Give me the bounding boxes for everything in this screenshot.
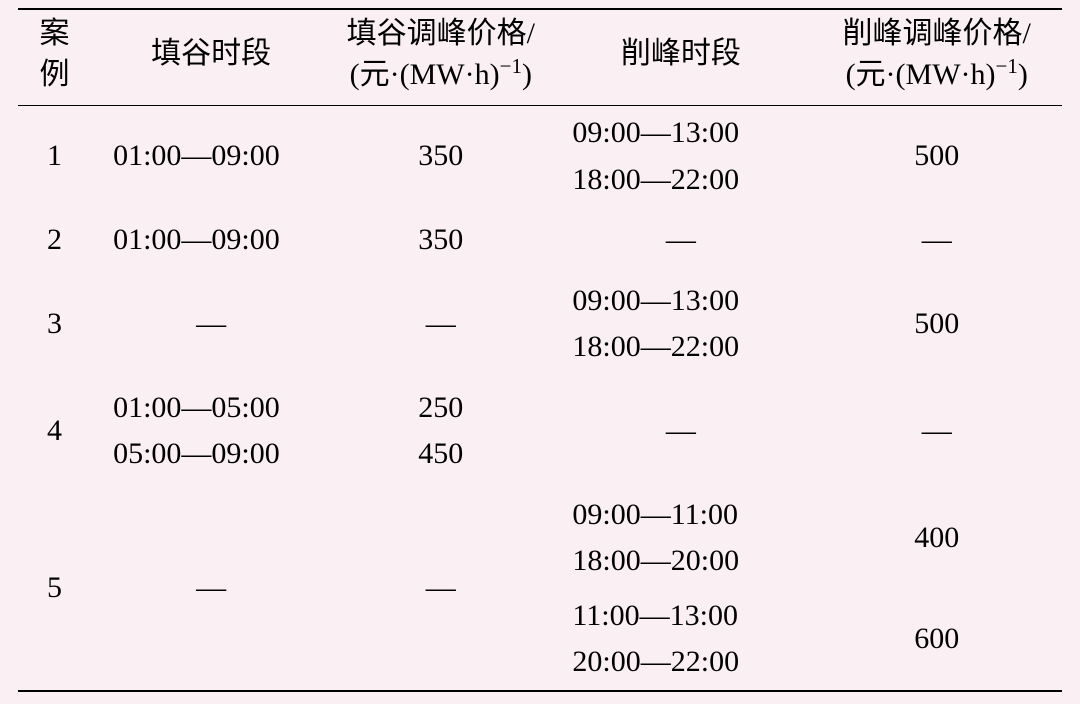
cell-case: 3 xyxy=(18,268,91,375)
table-row: 4 01:00—05:00 05:00—09:00 250 450 — — xyxy=(18,375,1062,482)
col-header-fill-period: 填谷时段 xyxy=(91,9,331,106)
col-header-case: 案 例 xyxy=(18,9,91,106)
cell-peak-period: 09:00—13:00 18:00—22:00 xyxy=(550,268,811,375)
table-row: 2 01:00—09:00 350 — — xyxy=(18,207,1062,268)
cell-case: 5 xyxy=(18,482,91,691)
cell-peak-period: — xyxy=(550,375,811,482)
cell-peak-price: 400 xyxy=(811,482,1062,589)
cell-peak-price: 500 xyxy=(811,268,1062,375)
cell-fill-period: 01:00—09:00 xyxy=(91,207,331,268)
cell-fill-period: 01:00—05:00 05:00—09:00 xyxy=(91,375,331,482)
pricing-table: 案 例 填谷时段 填谷调峰价格/ (元·(MW·h)−1) 削峰时段 削峰调峰价… xyxy=(18,8,1062,692)
table-row: 5 — — 09:00—11:00 18:00—20:00 400 xyxy=(18,482,1062,589)
cell-peak-price: 600 xyxy=(811,589,1062,691)
cell-peak-price: 500 xyxy=(811,106,1062,208)
cell-case: 1 xyxy=(18,106,91,208)
col-header-case-l1: 案 xyxy=(40,17,70,50)
cell-peak-price: — xyxy=(811,207,1062,268)
cell-fill-period: 01:00—09:00 xyxy=(91,106,331,208)
cell-fill-price: — xyxy=(331,482,550,691)
cell-fill-period: — xyxy=(91,482,331,691)
cell-peak-period: 09:00—11:00 18:00—20:00 xyxy=(550,482,811,589)
cell-peak-period: — xyxy=(550,207,811,268)
table-row: 1 01:00—09:00 350 09:00—13:00 18:00—22:0… xyxy=(18,106,1062,208)
cell-fill-price: 350 xyxy=(331,106,550,208)
col-header-peak-price: 削峰调峰价格/ (元·(MW·h)−1) xyxy=(811,9,1062,106)
table-row: 3 — — 09:00—13:00 18:00—22:00 500 xyxy=(18,268,1062,375)
col-header-fill-price: 填谷调峰价格/ (元·(MW·h)−1) xyxy=(331,9,550,106)
table-container: 案 例 填谷时段 填谷调峰价格/ (元·(MW·h)−1) 削峰时段 削峰调峰价… xyxy=(0,0,1080,704)
col-header-peak-period: 削峰时段 xyxy=(550,9,811,106)
col-header-case-l2: 例 xyxy=(40,58,70,91)
cell-case: 2 xyxy=(18,207,91,268)
cell-peak-period: 09:00—13:00 18:00—22:00 xyxy=(550,106,811,208)
cell-peak-period: 11:00—13:00 20:00—22:00 xyxy=(550,589,811,691)
cell-fill-period: — xyxy=(91,268,331,375)
cell-fill-price: 350 xyxy=(331,207,550,268)
cell-fill-price: 250 450 xyxy=(331,375,550,482)
cell-fill-price: — xyxy=(331,268,550,375)
cell-case: 4 xyxy=(18,375,91,482)
cell-peak-price: — xyxy=(811,375,1062,482)
